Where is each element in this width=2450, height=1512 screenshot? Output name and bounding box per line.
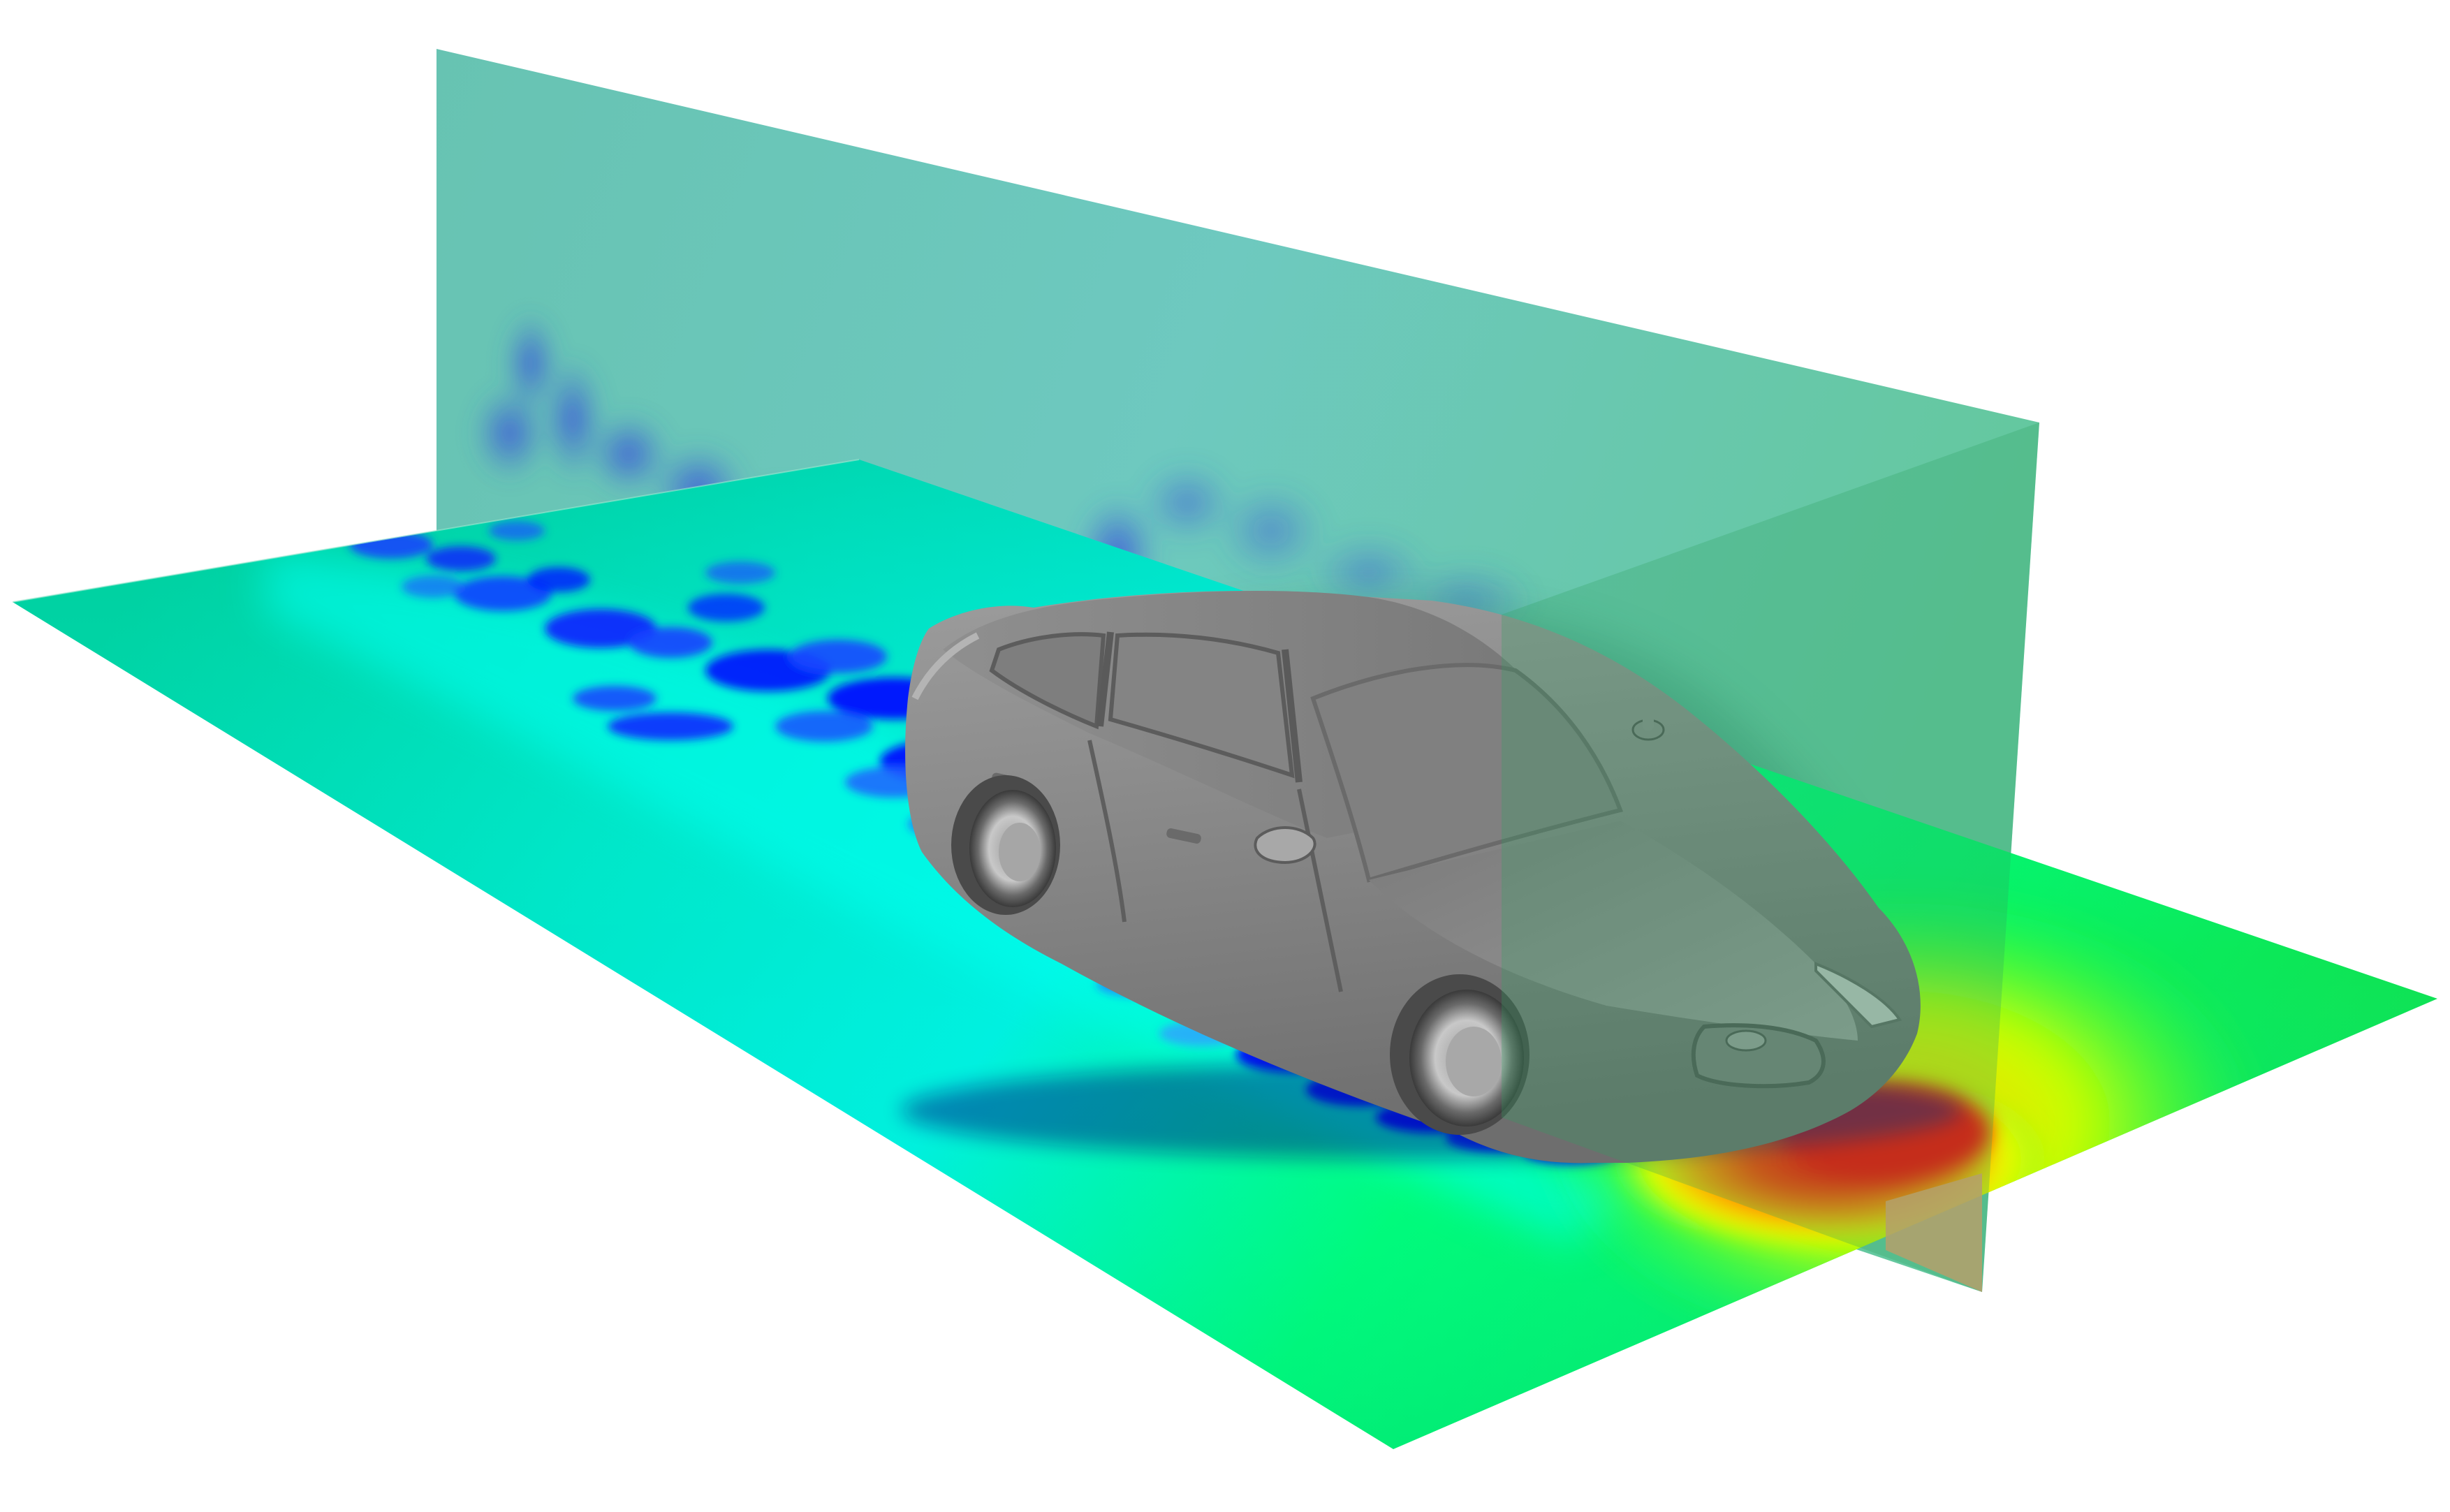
- car-headlight: [1814, 962, 1902, 1029]
- vertical-plane-lower: [1886, 1173, 1982, 1292]
- car-antenna: [1631, 712, 1665, 741]
- car-front-wheel: [1390, 974, 1530, 1135]
- car-body: [901, 590, 1963, 1164]
- vertical-plane-overlay: [1502, 423, 2039, 1292]
- ground-plane-edge: [12, 459, 860, 603]
- car-rear-wheel: [951, 775, 1060, 915]
- car-side-mirror: [1254, 826, 1316, 865]
- car-front-side-window: [1108, 632, 1295, 779]
- car-windshield: [1310, 663, 1623, 883]
- car-hood: [1369, 821, 1858, 1041]
- car-rear-side-window: [989, 632, 1106, 730]
